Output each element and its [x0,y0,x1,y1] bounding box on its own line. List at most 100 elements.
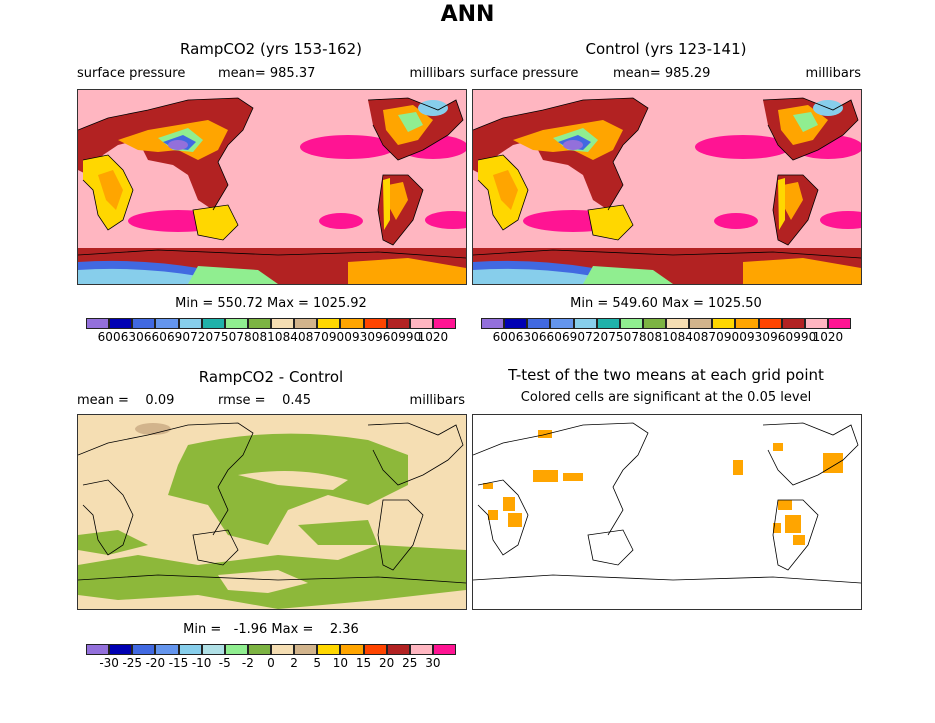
panel-title-ttest: T-test of the two means at each grid poi… [508,366,824,384]
colorbar-tick-label: 810 [259,330,283,344]
panel-title-difference: RampCO2 - Control [198,368,344,386]
map-ttest [472,414,862,610]
mean-label: mean= 985.37 [218,66,316,81]
colorbar-tick-label: 10 [332,656,349,670]
colorbar-tick-label: 0 [267,656,275,670]
colorbar-tick-label: 630 [120,330,144,344]
colorbar-tick-label: 720 [585,330,609,344]
colorbar-tick-label: 25 [402,656,418,670]
colorbar-swatch [340,644,364,655]
colorbar-tick-label: 840 [282,330,306,344]
colorbar-tick-label: -15 [168,656,189,670]
colorbar-swatch [527,318,551,329]
colorbar-swatch [781,318,805,329]
minmax-label: Min = 549.60 Max = 1025.50 [570,296,762,311]
colorbar-tick-label: 870 [305,330,329,344]
colorbar-tick-label: 960 [770,330,794,344]
colorbar-tick-label: -20 [145,656,166,670]
colorbar-swatch [317,644,341,655]
colorbar-swatch [712,318,736,329]
colorbar-tick-label: 1020 [812,330,844,344]
units-label: millibars [805,66,861,81]
colorbar-tick-label: 840 [677,330,701,344]
colorbar-swatch [271,318,295,329]
colorbar-tick-label: 870 [700,330,724,344]
units-label: millibars [409,393,465,408]
colorbar-tick-label: 780 [631,330,655,344]
colorbar-swatch [132,644,156,655]
colorbar-swatch [619,318,643,329]
figure-title: ANN [440,2,495,27]
panel-title-control: Control (yrs 123-141) [585,40,747,58]
colorbar-swatch [155,644,179,655]
map-control-pressure [472,89,862,285]
colorbar-tick-label: 930 [352,330,375,344]
colorbar-pressure-left: 600 630 660 690 720 750 780 810 840 870 900 930 960 9… [86,318,456,344]
colorbar-swatch [386,318,410,329]
colorbar-tick-label: -2 [241,656,254,670]
colorbar-swatch [804,318,828,329]
colorbar-tick-label: -25 [122,656,143,670]
colorbar-swatch [409,318,433,329]
colorbar-swatch [109,318,133,329]
colorbar-swatch [363,318,387,329]
colorbar-tick-label: 750 [608,330,632,344]
colorbar-swatch [109,644,133,655]
colorbar-swatch [155,318,179,329]
colorbar-swatch [247,318,271,329]
colorbar-swatch [201,318,225,329]
colorbar-swatch [178,318,202,329]
colorbar-tick-label: 660 [143,330,167,344]
colorbar-tick-label: 780 [236,330,260,344]
colorbar-swatch [294,318,318,329]
colorbar-swatch [224,644,248,655]
colorbar-tick-label: 630 [515,330,539,344]
colorbar-tick-label: 20 [378,656,395,670]
colorbar-tick-label: 990 [398,330,422,344]
colorbar-tick-label: 660 [538,330,562,344]
colorbar-tick-label: 1020 [417,330,449,344]
panel-title-rampco2: RampCO2 (yrs 153-162) [179,40,362,58]
colorbar-tick-label: 690 [562,330,585,344]
colorbar-tick-label: 810 [654,330,678,344]
colorbar-swatch [340,318,364,329]
colorbar-swatch [178,644,202,655]
colorbar-swatch [294,644,318,655]
colorbar-tick-label: 990 [793,330,817,344]
colorbar-swatch [642,318,666,329]
minmax-label: Min = 550.72 Max = 1025.92 [175,296,367,311]
colorbar-swatch [432,644,456,655]
colorbar-swatch [247,644,271,655]
colorbar-swatch [224,318,248,329]
rmse-label: rmse = 0.45 [218,393,312,408]
colorbar-tick-label: -30 [99,656,119,670]
colorbar-tick-label: 690 [167,330,190,344]
colorbar-swatch [432,318,456,329]
colorbar-swatch [363,644,387,655]
colorbar-tick-label: 960 [375,330,399,344]
colorbar-difference: -30 -25 -20 -15 -10 -5 -2 0 2 5 10 15 20 25 30 [86,644,456,670]
map-difference [77,414,467,610]
ttest-subtitle: Colored cells are significant at the 0.0… [520,390,812,405]
colorbar-swatch [271,644,295,655]
colorbar-tick-label: -5 [218,656,231,670]
colorbar-swatch [86,318,110,329]
mean-label: mean= 985.29 [613,66,711,81]
colorbar-swatch [481,318,505,329]
colorbar-swatch [827,318,851,329]
colorbar-swatch [86,644,110,655]
colorbar-tick-label: 900 [328,330,352,344]
minmax-label: Min = -1.96 Max = 2.36 [183,622,359,637]
field-label: surface pressure [470,66,579,81]
colorbar-tick-label: 2 [290,656,298,670]
colorbar-swatch [409,644,433,655]
colorbar-tick-label: 900 [723,330,747,344]
colorbar-swatch [689,318,713,329]
map-rampco2-pressure [77,89,467,285]
colorbar-swatch [758,318,782,329]
colorbar-swatch [386,644,410,655]
field-label: surface pressure [77,66,186,81]
colorbar-swatch [735,318,759,329]
colorbar-swatch [666,318,690,329]
colorbar-tick-label: 750 [213,330,237,344]
